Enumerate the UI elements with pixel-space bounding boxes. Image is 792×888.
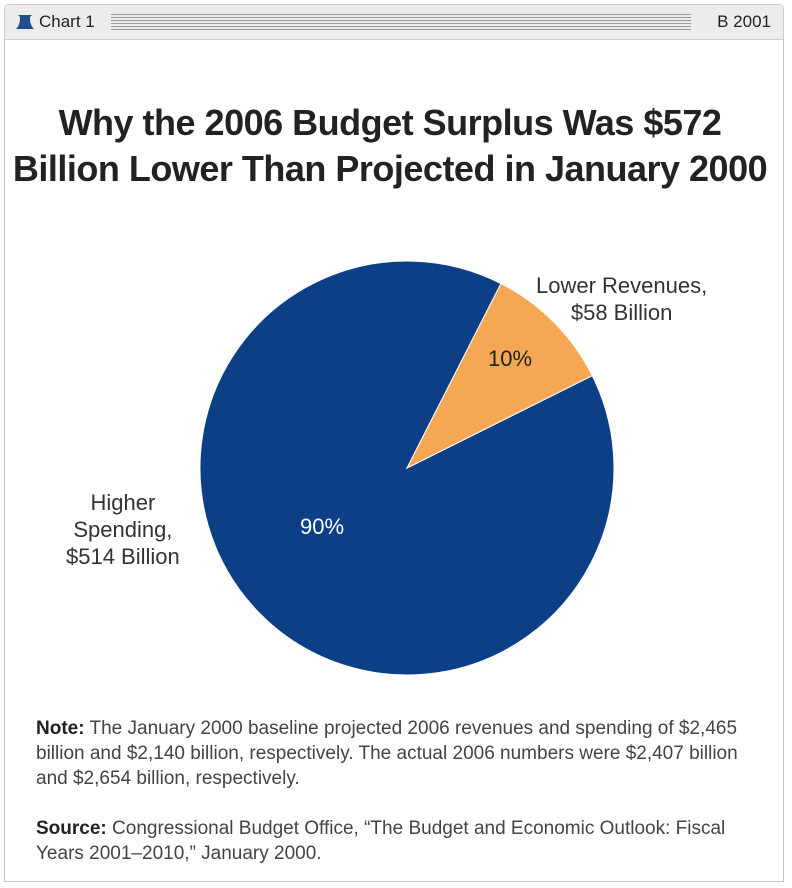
slice-label-line: Spending, <box>73 517 173 542</box>
chart-number: Chart 1 <box>39 12 95 31</box>
source-text: Congressional Budget Office, “The Budget… <box>36 818 726 864</box>
chart-header: Chart 1 B 2001 <box>5 5 783 40</box>
source: Source: Congressional Budget Office, “Th… <box>36 816 766 866</box>
slice-label-higher-spending: Higher Spending, $514 Billion <box>66 489 180 570</box>
note-label: Note: <box>36 718 85 739</box>
slice-label-lower-revenues: Lower Revenues, $58 Billion <box>536 272 707 326</box>
note-text: The January 2000 baseline projected 2006… <box>36 718 738 789</box>
pie-slice-lower-revenues <box>405 282 593 470</box>
slice-label-line: $514 Billion <box>66 544 180 569</box>
percent-label-higher-spending: 90% <box>300 514 345 539</box>
slice-label-line: Lower Revenues, <box>536 273 708 298</box>
chart-title: Why the 2006 Budget Surplus Was $572 Bil… <box>0 100 780 192</box>
report-code: B 2001 <box>717 12 771 31</box>
chart-title-line-1: Why the 2006 Budget Surplus Was $572 <box>58 102 722 143</box>
liberty-bell-icon <box>16 15 34 29</box>
slice-label-line: $58 Billion <box>570 300 673 325</box>
slice-label-line: Higher <box>90 490 156 515</box>
source-label: Source: <box>36 818 107 839</box>
chart-title-line-2: Billion Lower Than Projected in January … <box>12 148 768 189</box>
chart-frame: Chart 1 B 2001 <box>4 4 784 882</box>
percent-label-lower-revenues: 10% <box>488 346 533 371</box>
header-rule <box>111 14 691 30</box>
note: Note: The January 2000 baseline projecte… <box>36 716 766 791</box>
